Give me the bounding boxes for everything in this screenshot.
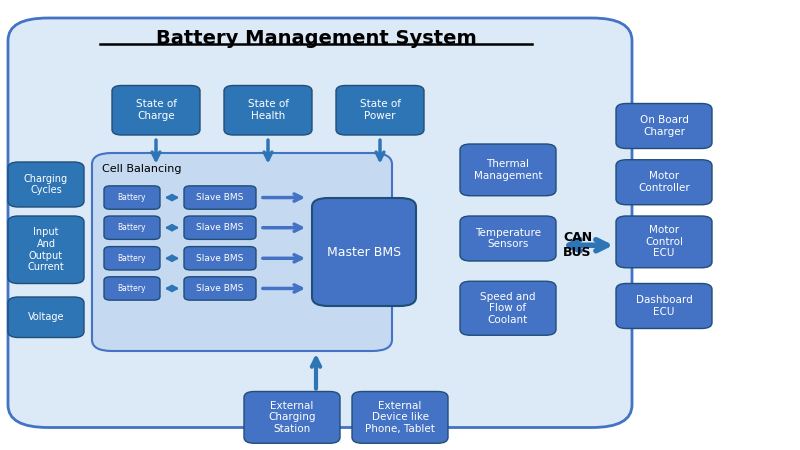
FancyBboxPatch shape	[184, 247, 256, 270]
Text: Slave BMS: Slave BMS	[196, 254, 244, 263]
FancyBboxPatch shape	[616, 216, 712, 268]
Text: Master BMS: Master BMS	[327, 246, 401, 258]
FancyBboxPatch shape	[8, 297, 84, 338]
FancyBboxPatch shape	[104, 277, 160, 300]
FancyBboxPatch shape	[616, 284, 712, 328]
Text: State of
Power: State of Power	[359, 99, 401, 121]
Text: Slave BMS: Slave BMS	[196, 223, 244, 232]
FancyBboxPatch shape	[460, 281, 556, 335]
Text: Battery: Battery	[118, 254, 146, 263]
FancyBboxPatch shape	[460, 216, 556, 261]
FancyBboxPatch shape	[92, 153, 392, 351]
Text: Battery Management System: Battery Management System	[156, 29, 476, 48]
FancyBboxPatch shape	[460, 144, 556, 196]
FancyBboxPatch shape	[336, 86, 424, 135]
Text: State of
Health: State of Health	[247, 99, 289, 121]
Text: Thermal
Management: Thermal Management	[474, 159, 542, 181]
Text: Battery: Battery	[118, 193, 146, 202]
FancyBboxPatch shape	[184, 277, 256, 300]
Text: External
Charging
Station: External Charging Station	[268, 401, 316, 434]
FancyBboxPatch shape	[352, 392, 448, 443]
Text: Cell Balancing: Cell Balancing	[102, 164, 181, 174]
Text: Slave BMS: Slave BMS	[196, 284, 244, 293]
Text: State of
Charge: State of Charge	[135, 99, 177, 121]
FancyBboxPatch shape	[312, 198, 416, 306]
FancyBboxPatch shape	[616, 104, 712, 148]
FancyBboxPatch shape	[184, 186, 256, 209]
Text: Voltage: Voltage	[28, 312, 64, 322]
Text: Temperature
Sensors: Temperature Sensors	[475, 228, 541, 249]
FancyBboxPatch shape	[184, 216, 256, 239]
FancyBboxPatch shape	[112, 86, 200, 135]
FancyBboxPatch shape	[244, 392, 340, 443]
FancyBboxPatch shape	[104, 186, 160, 209]
FancyBboxPatch shape	[616, 160, 712, 205]
Text: Motor
Controller: Motor Controller	[638, 171, 690, 193]
Text: Dashboard
ECU: Dashboard ECU	[636, 295, 692, 317]
Text: External
Device like
Phone, Tablet: External Device like Phone, Tablet	[365, 401, 435, 434]
Text: Battery: Battery	[118, 223, 146, 232]
Text: Input
And
Output
Current: Input And Output Current	[28, 227, 64, 272]
Text: On Board
Charger: On Board Charger	[639, 115, 689, 137]
FancyBboxPatch shape	[224, 86, 312, 135]
FancyBboxPatch shape	[104, 216, 160, 239]
Text: Charging
Cycles: Charging Cycles	[24, 174, 68, 195]
Text: Slave BMS: Slave BMS	[196, 193, 244, 202]
FancyBboxPatch shape	[104, 247, 160, 270]
Text: CAN
BUS: CAN BUS	[563, 231, 592, 259]
Text: Battery: Battery	[118, 284, 146, 293]
Text: Speed and
Flow of
Coolant: Speed and Flow of Coolant	[480, 292, 536, 325]
FancyBboxPatch shape	[8, 18, 632, 427]
FancyBboxPatch shape	[8, 162, 84, 207]
Text: Motor
Control
ECU: Motor Control ECU	[645, 225, 683, 258]
FancyBboxPatch shape	[8, 216, 84, 284]
